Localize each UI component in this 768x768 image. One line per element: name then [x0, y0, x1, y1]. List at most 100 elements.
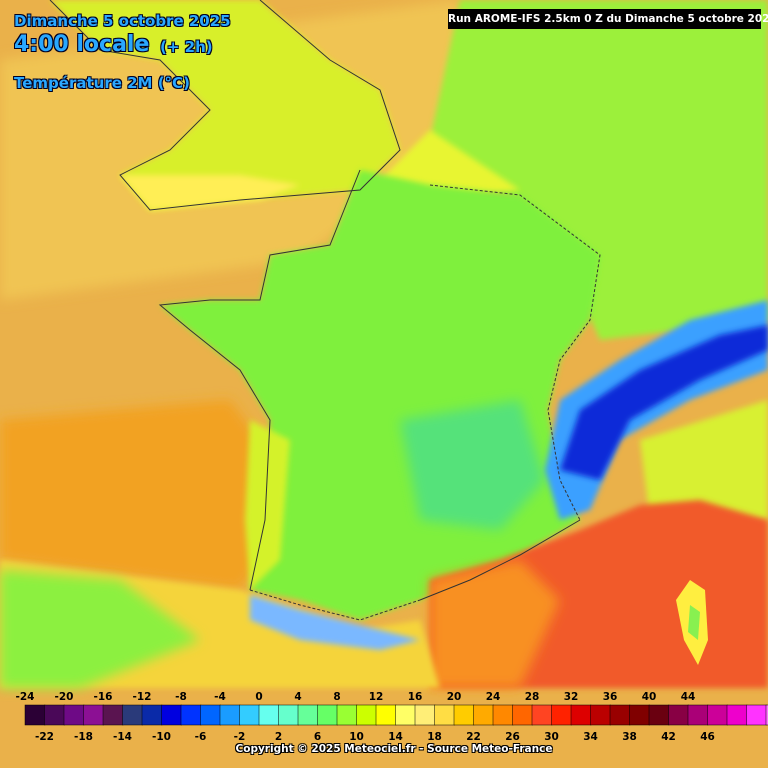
legend-swatch — [141, 704, 163, 726]
legend-swatch — [629, 704, 650, 726]
legend-swatch — [375, 704, 397, 726]
alps-high — [560, 325, 768, 480]
legend-tick-label: -2 — [234, 731, 246, 743]
legend-swatch — [551, 704, 572, 726]
legend-tick-label: 32 — [564, 691, 579, 703]
legend-tick-label: 18 — [427, 731, 442, 743]
coastline — [49, 0, 581, 601]
legend-swatch — [336, 704, 358, 726]
legend-swatch — [570, 704, 592, 726]
legend-tick-label: 6 — [314, 731, 321, 743]
legend-swatch — [395, 704, 416, 726]
legend-tick-label: 44 — [681, 691, 696, 703]
legend-swatch — [512, 704, 533, 726]
legend-tick-label: 20 — [447, 691, 462, 703]
legend-swatch — [161, 704, 182, 726]
parameter-label: Température 2M (°C) — [14, 74, 190, 92]
legend-tick-label: 42 — [661, 731, 676, 743]
great-britain — [50, 0, 400, 210]
copyright-notice: Copyright © 2025 Meteociel.fr - Source M… — [235, 743, 553, 755]
legend-tick-label: -18 — [74, 731, 93, 743]
gulf-of-lion — [430, 560, 560, 688]
great-britain-warm-edge — [120, 175, 300, 210]
legend-swatch — [24, 704, 46, 726]
run-info-banner: Run AROME-IFS 2.5km 0 Z du Dimanche 5 oc… — [448, 9, 768, 29]
pyrenees — [250, 595, 420, 650]
france-border — [249, 184, 601, 621]
legend-swatch — [746, 704, 767, 726]
legend-swatch — [648, 704, 670, 726]
legend-tick-label: 26 — [505, 731, 520, 743]
forecast-time: 4:00 locale — [14, 32, 150, 57]
france-cool-centre — [400, 400, 545, 530]
iberia-interior — [0, 570, 200, 688]
legend-swatch — [63, 704, 85, 726]
legend-tick-label: 0 — [255, 691, 262, 703]
legend-swatch — [102, 704, 124, 726]
legend-tick-label: -14 — [113, 731, 132, 743]
legend-tick-label: 8 — [333, 691, 340, 703]
legend-swatch — [122, 704, 143, 726]
po-valley — [640, 400, 768, 520]
legend-swatch — [687, 704, 709, 726]
legend-tick-label: 10 — [349, 731, 364, 743]
france-atlantic-coast — [245, 420, 290, 590]
legend-tick-label: -24 — [16, 691, 35, 703]
legend-tick-label: -12 — [133, 691, 152, 703]
legend-swatch — [453, 704, 475, 726]
legend-swatch — [356, 704, 377, 726]
legend-swatch — [297, 704, 319, 726]
legend-tick-label: 16 — [408, 691, 423, 703]
legend-swatch — [219, 704, 241, 726]
legend-swatch — [239, 704, 260, 726]
legend-bottom-ticks: -22 -18 -14 -10 -6 -2 2 6 10 14 18 22 26 30 34 38 42 46 — [35, 731, 715, 743]
legend-swatch — [726, 704, 748, 726]
legend-swatch — [473, 704, 494, 726]
legend-swatch — [434, 704, 455, 726]
legend-swatches — [24, 704, 768, 726]
atlantic-warm-zone — [0, 400, 262, 590]
legend-tick-label: 14 — [388, 731, 403, 743]
legend-tick-label: -8 — [175, 691, 187, 703]
legend-swatch — [609, 704, 631, 726]
northern-europe — [430, 0, 768, 340]
legend-tick-label: -10 — [152, 731, 171, 743]
legend-top-ticks: -24 -20 -16 -12 -8 -4 0 4 8 12 16 20 24 28 32 36 40 44 — [16, 691, 696, 703]
legend-tick-label: 2 — [275, 731, 282, 743]
legend-swatch — [278, 704, 299, 726]
legend-tick-label: 12 — [369, 691, 384, 703]
corsica-interior — [688, 605, 700, 640]
legend-tick-label: 34 — [583, 731, 598, 743]
legend-swatch — [180, 704, 202, 726]
legend-swatch — [668, 704, 689, 726]
legend-swatch — [765, 704, 768, 726]
legend-tick-label: 46 — [700, 731, 715, 743]
legend-tick-label: -6 — [195, 731, 207, 743]
legend-tick-label: 36 — [603, 691, 618, 703]
legend-tick-label: -22 — [35, 731, 54, 743]
legend-swatch — [258, 704, 280, 726]
legend-tick-label: -16 — [94, 691, 113, 703]
legend-swatch — [44, 704, 65, 726]
utc-offset: (+ 2h) — [160, 38, 213, 56]
legend-swatch — [317, 704, 338, 726]
legend-swatch — [414, 704, 436, 726]
legend-tick-label: 4 — [294, 691, 301, 703]
legend-tick-label: 40 — [642, 691, 657, 703]
legend-swatch — [707, 704, 728, 726]
legend-tick-label: -20 — [55, 691, 74, 703]
legend-tick-label: -4 — [214, 691, 226, 703]
legend-swatch — [200, 704, 221, 726]
legend-tick-label: 38 — [622, 731, 637, 743]
legend-swatch — [531, 704, 553, 726]
legend-swatch — [83, 704, 104, 726]
forecast-date: Dimanche 5 octobre 2025 — [14, 12, 231, 30]
color-scale-legend: -24 -20 -16 -12 -8 -4 0 4 8 12 16 20 24 28 32 36 40 44 -2… — [16, 691, 768, 743]
legend-tick-label: 28 — [525, 691, 540, 703]
legend-tick-label: 24 — [486, 691, 501, 703]
legend-swatch — [590, 704, 611, 726]
legend-tick-label: 22 — [466, 731, 481, 743]
legend-swatch — [492, 704, 514, 726]
